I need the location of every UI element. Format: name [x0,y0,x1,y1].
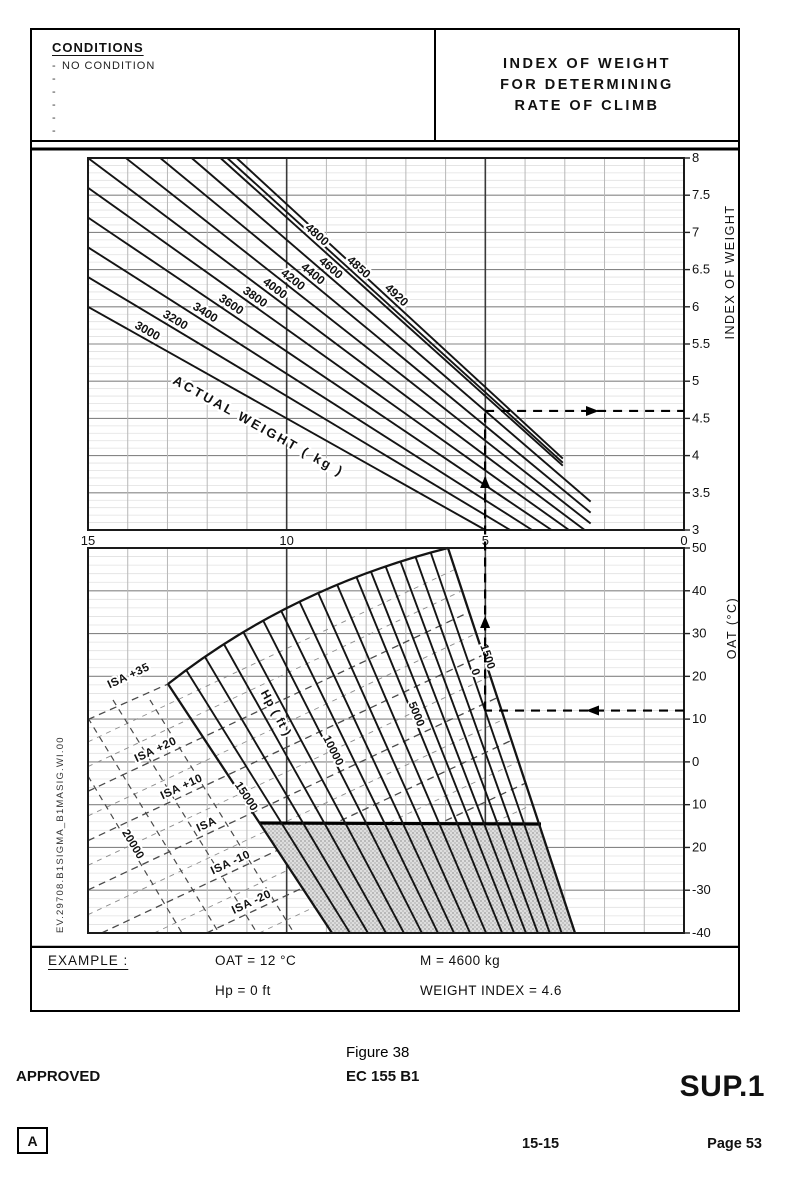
svg-text:OAT (°C): OAT (°C) [725,597,739,659]
example-path [480,405,684,716]
svg-text:0: 0 [680,533,687,548]
condition-item: - [52,99,57,111]
svg-text:5: 5 [482,533,489,548]
svg-text:5.5: 5.5 [692,336,710,351]
figure-title-line: RATE OF CLIMB [514,97,660,114]
svg-text:INDEX OF WEIGHT: INDEX OF WEIGHT [723,205,737,340]
conditions-list: - NO CONDITION - - - - - [52,60,434,138]
header: CONDITIONS - NO CONDITION - - - - - INDEX OF W… [32,30,738,142]
svg-text:0: 0 [692,754,699,769]
svg-text:-40: -40 [692,925,711,940]
svg-text:-30: -30 [692,882,711,897]
section-number: 15-15 [522,1136,560,1152]
svg-text:10000: 10000 [320,734,345,768]
conditions-box: CONDITIONS - NO CONDITION - - - - - [32,30,436,140]
section-rules [32,147,738,948]
svg-text:4: 4 [692,448,699,463]
shaded-region [259,821,575,933]
example-index: WEIGHT INDEX = 4.6 [420,983,562,998]
lower-chart-frame [87,547,685,934]
svg-text:10: 10 [692,797,706,812]
svg-text:7.5: 7.5 [692,187,710,202]
svg-text:20: 20 [692,839,706,854]
example-hp: Hp = 0 ft [215,983,271,998]
svg-text:15: 15 [81,533,95,548]
figure-title-line: FOR DETERMINING [500,76,674,93]
figure-caption: Figure 38 [346,1044,410,1061]
svg-text:5: 5 [692,373,699,388]
svg-text:8: 8 [692,150,699,165]
svg-text:4.5: 4.5 [692,410,710,425]
example-mass: M = 4600 kg [420,953,501,968]
example-label: EXAMPLE : [48,953,129,968]
svg-text:7: 7 [692,224,699,239]
svg-text:6: 6 [692,299,699,314]
shared-x-axis: 15 10 5 0 [81,533,688,548]
supplement-label: SUP.1 [679,1070,765,1103]
figure-title: INDEX OF WEIGHT FOR DETERMINING RATE OF … [436,30,738,140]
hp-dashed-lines [87,699,295,934]
condition-item: - [52,125,57,137]
svg-text:10: 10 [692,711,706,726]
svg-text:20: 20 [692,668,706,683]
example-oat: OAT = 12 °C [215,953,297,968]
figure-title-line: INDEX OF WEIGHT [503,55,671,72]
condition-item: - NO CONDITION [52,60,156,72]
hp-lattice [167,546,577,934]
condition-item: - [52,112,57,124]
page-number: Page 53 [707,1136,762,1152]
svg-text:ISA +20: ISA +20 [133,735,179,765]
svg-text:30: 30 [692,626,706,641]
condition-item: - [52,86,57,98]
index-axis: 8 7.5 7 6.5 6 5.5 5 4.5 4 3.5 3 INDEX OF WEIGHT [684,150,737,537]
revision-badge: A [17,1127,48,1154]
svg-text:50: 50 [692,540,706,555]
svg-text:15000: 15000 [232,780,260,813]
conditions-title: CONDITIONS [52,40,144,55]
svg-text:10: 10 [279,533,293,548]
svg-text:40: 40 [692,583,706,598]
condition-item: - [52,73,57,85]
oat-axis: 50 40 30 20 10 0 10 20 -30 -40 OAT (°C) [684,540,739,940]
aircraft-model: EC 155 B1 [346,1068,420,1085]
document-code-vertical: EV.29708.B1SIGMA_B1MASIG.WI.00 [55,736,66,933]
approved-label: APPROVED [16,1068,101,1085]
svg-text:3: 3 [692,522,699,537]
svg-text:3.5: 3.5 [692,485,710,500]
svg-text:6.5: 6.5 [692,262,710,277]
figure-frame: CONDITIONS - NO CONDITION - - - - - INDEX OF W… [30,28,740,1012]
